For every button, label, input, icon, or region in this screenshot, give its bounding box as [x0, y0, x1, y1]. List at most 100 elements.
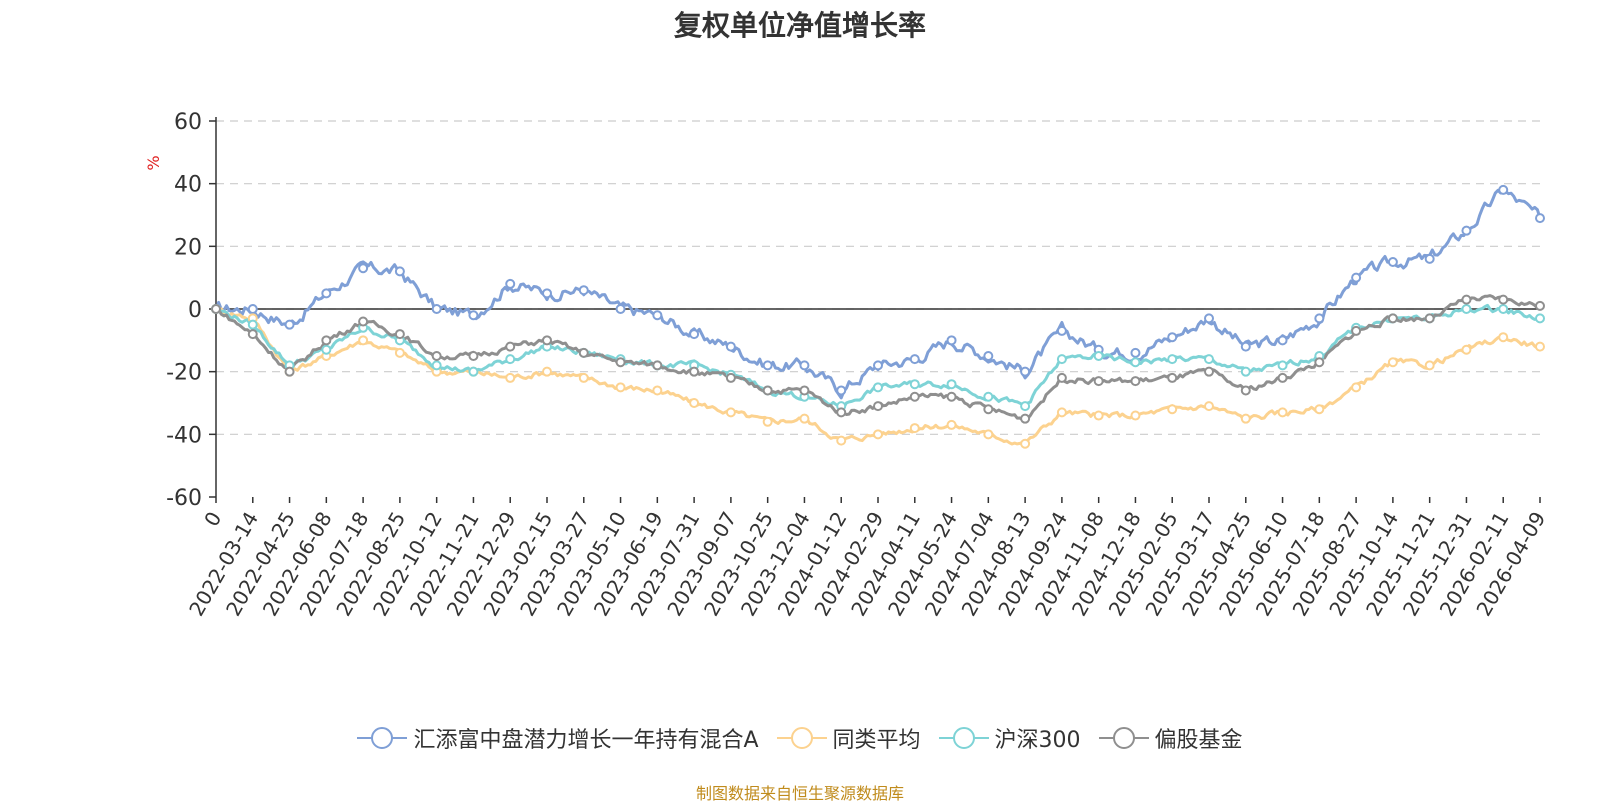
legend-marker-icon: [1098, 727, 1149, 749]
data-point: [983, 429, 994, 440]
data-point: [615, 357, 626, 368]
data-point: [542, 335, 552, 346]
data-point: [1130, 357, 1141, 368]
data-point: [909, 391, 920, 402]
series-line: [215, 303, 1541, 410]
data-point: [615, 382, 626, 393]
data-point: [836, 385, 847, 396]
data-point: [321, 335, 332, 346]
data-point: [284, 319, 295, 330]
data-point: [247, 319, 258, 330]
data-point: [1240, 413, 1251, 424]
data-point: [1240, 341, 1251, 352]
data-point: [1424, 360, 1435, 371]
line-chart: 6040200-20-40-60%02022-03-142022-04-2520…: [144, 110, 1550, 620]
data-point: [1204, 313, 1214, 324]
data-point: [946, 335, 957, 346]
y-tick-label: -40: [166, 423, 202, 448]
data-point: [247, 329, 258, 340]
data-point: [762, 416, 773, 427]
data-point: [1351, 272, 1362, 283]
data-point: [1535, 313, 1545, 324]
data-point: [394, 347, 405, 358]
chart-title: 复权单位净值增长率: [673, 9, 926, 42]
data-point: [725, 407, 736, 418]
data-point: [1204, 354, 1214, 365]
data-point: [1167, 354, 1178, 365]
data-point: [1277, 360, 1288, 371]
data-point: [1240, 366, 1251, 377]
data-point: [1240, 385, 1251, 396]
data-point: [505, 354, 516, 365]
data-point: [909, 379, 920, 390]
data-point: [836, 407, 847, 418]
legend-label: 偏股基金: [1154, 728, 1243, 753]
data-point: [1277, 335, 1288, 346]
data-point: [1535, 300, 1545, 311]
data-point: [431, 351, 442, 361]
legend-label: 同类平均: [832, 728, 921, 753]
legend-item[interactable]: 沪深300: [938, 722, 1081, 754]
data-point: [1056, 372, 1067, 383]
data-point: [1424, 253, 1435, 264]
data-point: [1093, 376, 1104, 387]
data-point: [431, 360, 442, 371]
y-tick-label: 0: [188, 298, 202, 323]
data-point: [652, 310, 663, 321]
data-point: [873, 401, 883, 412]
data-point: [1351, 325, 1362, 336]
data-point: [578, 285, 589, 296]
y-tick-label: 20: [174, 235, 202, 260]
data-point: [578, 372, 589, 383]
data-point: [1167, 332, 1178, 343]
data-point: [799, 385, 810, 396]
data-point: [1130, 347, 1141, 358]
y-tick-label: 40: [174, 173, 202, 198]
data-point: [1093, 351, 1104, 361]
data-point: [358, 335, 369, 346]
data-point: [505, 278, 516, 289]
legend-marker-icon: [938, 727, 989, 749]
data-point: [468, 310, 479, 321]
legend-item[interactable]: 偏股基金: [1098, 722, 1243, 754]
data-point: [247, 304, 258, 314]
legend-marker-icon: [357, 727, 408, 749]
y-tick-label: -60: [166, 486, 202, 511]
data-point: [1277, 407, 1288, 418]
data-point: [505, 372, 516, 383]
data-point: [836, 435, 847, 446]
data-point: [1535, 341, 1545, 352]
y-axis-unit-label: %: [144, 155, 163, 170]
data-point: [1020, 438, 1031, 449]
data-point: [1314, 404, 1325, 415]
data-point: [983, 391, 994, 402]
legend-label: 沪深300: [994, 728, 1081, 753]
data-point: [1020, 413, 1031, 424]
data-point: [946, 391, 957, 402]
legend-item[interactable]: 汇添富中盘潜力增长一年持有混合A: [357, 722, 759, 754]
data-point: [1167, 404, 1178, 415]
data-point: [1351, 382, 1362, 393]
data-point: [1056, 325, 1067, 336]
data-point: [652, 385, 663, 396]
series-line: [215, 307, 1541, 447]
legend-item[interactable]: 同类平均: [776, 722, 921, 754]
data-point: [725, 372, 736, 383]
data-point: [1461, 294, 1472, 305]
data-point: [1204, 366, 1214, 377]
data-point: [1424, 313, 1435, 324]
data-point: [873, 360, 883, 371]
data-point: [946, 419, 957, 430]
data-point: [909, 354, 920, 365]
data-point: [762, 360, 773, 371]
data-point: [1020, 401, 1031, 412]
data-point: [358, 316, 369, 327]
data-point: [1461, 344, 1472, 355]
data-point: [615, 304, 626, 314]
x-tick-label: 0: [199, 508, 226, 531]
data-point: [542, 366, 552, 377]
data-point: [689, 329, 700, 340]
y-tick-label: 60: [174, 110, 202, 135]
data-point: [394, 329, 405, 340]
data-point: [762, 385, 773, 396]
